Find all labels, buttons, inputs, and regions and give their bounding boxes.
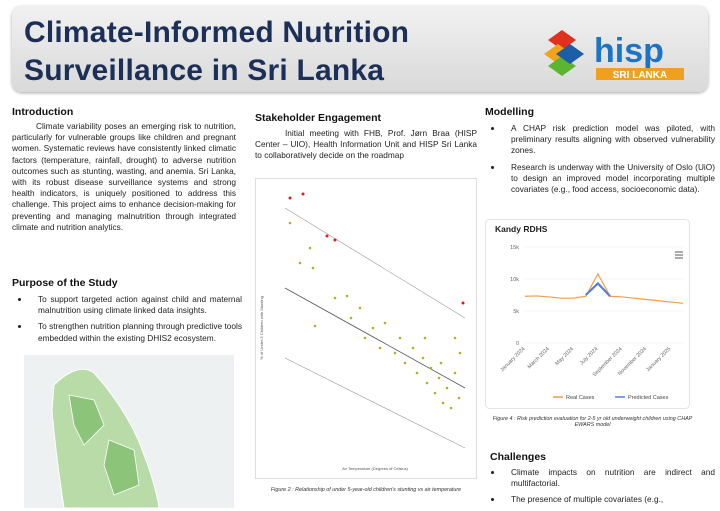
- bullet-list: To support targeted action against child…: [12, 294, 242, 349]
- line: [585, 281, 611, 298]
- bullet-list: A CHAP risk prediction model was piloted…: [485, 123, 715, 200]
- bullet: A CHAP risk prediction model was piloted…: [503, 123, 715, 157]
- heading: Challenges: [490, 451, 547, 463]
- header: [12, 6, 708, 92]
- heading: Stakeholder Engagement: [255, 112, 382, 124]
- axis-label: % of Under-5 Children with Stunting: [259, 296, 264, 360]
- bullet: Research is underway with the University…: [503, 162, 715, 196]
- scatter-figure: Air Temperature (Degrees of Celsius) % o…: [255, 178, 477, 479]
- logo: hisp SRI LANKA: [544, 30, 684, 81]
- heading: Modelling: [485, 106, 534, 118]
- map: [24, 355, 234, 508]
- bullet: To strengthen nutrition planning through…: [30, 321, 242, 343]
- y-tick-label: 5k: [513, 309, 519, 315]
- y-tick-label: 15k: [510, 245, 519, 251]
- chart-title: Kandy RDHS: [495, 224, 548, 234]
- y-tick-label: 10k: [510, 277, 519, 283]
- bullet: Climate impacts on nutrition are indirec…: [503, 467, 715, 489]
- paragraph: Climate variability poses an emerging ri…: [12, 121, 236, 232]
- line: [524, 272, 684, 304]
- heading: Introduction: [12, 106, 74, 118]
- y-tick-label: 0: [516, 341, 519, 347]
- title: Climate-Informed Nutrition: [24, 16, 410, 49]
- bullet: The presence of multiple covariates (e.g…: [503, 494, 715, 505]
- heading: Purpose of the Study: [12, 277, 118, 289]
- paragraph: Initial meeting with FHB, Prof. Jørn Bra…: [255, 128, 477, 161]
- bullet: To support targeted action against child…: [30, 294, 242, 316]
- title: Surveillance in Sri Lanka: [24, 54, 385, 87]
- bullet-list: Climate impacts on nutrition are indirec…: [485, 467, 715, 511]
- axis-label: Air Temperature (Degrees of Celsius): [342, 466, 409, 471]
- logo-text: hisp: [594, 32, 664, 70]
- legend-label: Predicted Cases: [628, 395, 669, 401]
- logo-subtext: SRI LANKA: [613, 70, 667, 81]
- caption: Figure 2 : Relationship of under 5-year-…: [270, 487, 462, 493]
- legend-label: Real Cases: [566, 395, 595, 401]
- caption: Figure 4 : Risk prediction evaluation fo…: [492, 416, 693, 428]
